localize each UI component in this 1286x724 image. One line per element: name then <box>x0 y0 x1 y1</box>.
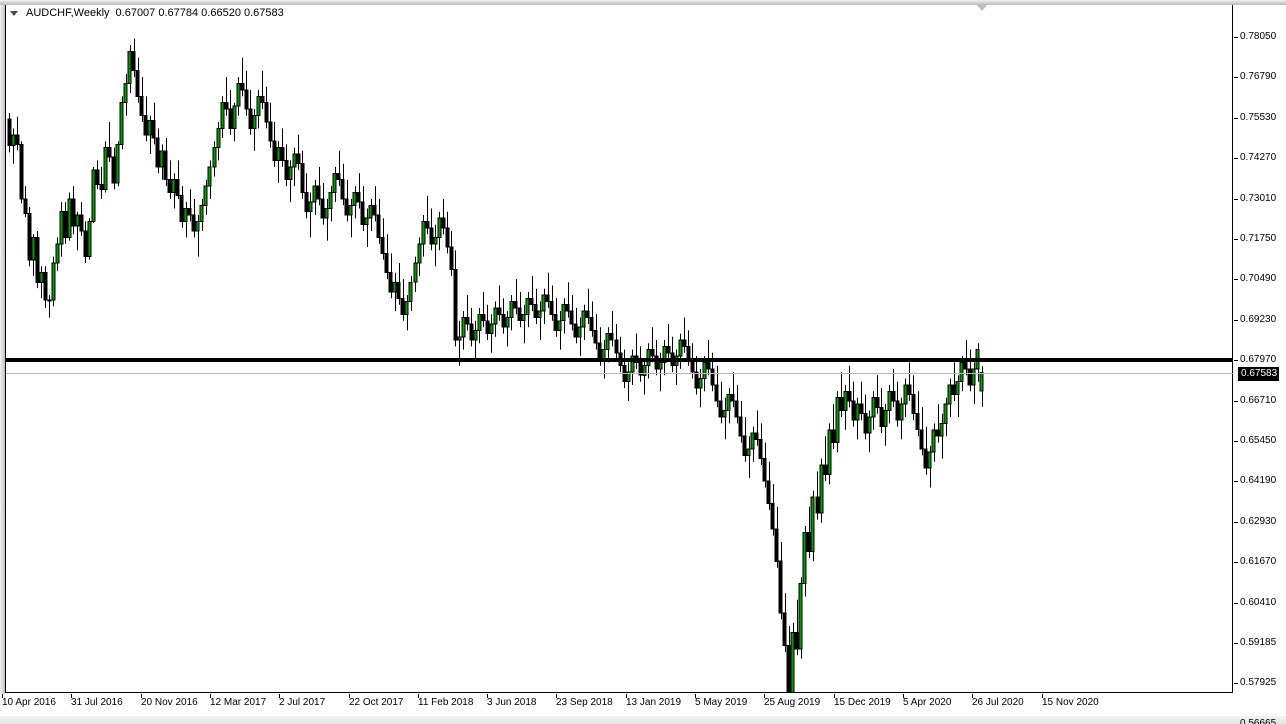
time-tick <box>210 694 211 698</box>
price-axis-label: 0.57925 <box>1240 677 1277 688</box>
price-axis-label: 0.60410 <box>1240 597 1277 608</box>
time-axis[interactable]: 10 Apr 2016 31 Jul 2016 20 Nov 2016 12 Mar … <box>0 694 1286 724</box>
time-axis-label: 25 Aug 2019 <box>764 697 821 708</box>
time-axis-label: 15 Nov 2020 <box>1042 697 1099 708</box>
price-tick <box>1234 279 1238 280</box>
price-axis-label: 0.78050 <box>1240 31 1277 42</box>
time-tick <box>487 694 488 698</box>
time-tick <box>71 694 72 698</box>
time-tick <box>903 694 904 698</box>
chevron-down-icon[interactable] <box>10 10 18 16</box>
symbol-timeframe-label: AUDCHF,Weekly <box>26 7 110 19</box>
price-axis-label: 0.64190 <box>1240 475 1277 486</box>
time-axis-label: 26 Jul 2020 <box>972 697 1024 708</box>
horizontal-scrollbar[interactable] <box>0 0 1286 5</box>
time-axis-label: 13 Jan 2019 <box>626 697 682 708</box>
time-axis-label: 15 Dec 2019 <box>834 697 891 708</box>
time-tick <box>556 694 557 698</box>
chart-header: AUDCHF,Weekly 0.67007 0.67784 0.66520 0.… <box>10 7 284 19</box>
plot-frame <box>5 5 1233 693</box>
time-axis-label: 23 Sep 2018 <box>556 697 613 708</box>
vertical-scrollbar[interactable] <box>0 5 5 695</box>
price-axis-label: 0.56665 <box>1240 718 1277 724</box>
time-axis-label: 2 Jul 2017 <box>279 697 326 708</box>
time-tick <box>418 694 419 698</box>
price-axis-label: 0.73010 <box>1240 193 1277 204</box>
price-tick <box>1234 481 1238 482</box>
time-tick <box>141 694 142 698</box>
price-axis-label: 0.75530 <box>1240 112 1277 123</box>
time-axis-label: 22 Oct 2017 <box>349 697 404 708</box>
price-tick <box>1234 522 1238 523</box>
price-tick <box>1234 441 1238 442</box>
time-axis-label: 3 Jun 2018 <box>487 697 537 708</box>
price-tick <box>1234 158 1238 159</box>
price-axis-label: 0.62930 <box>1240 516 1277 527</box>
time-axis-label: 12 Mar 2017 <box>210 697 267 708</box>
time-tick <box>834 694 835 698</box>
current-price-badge: 0.67583 <box>1238 367 1280 381</box>
time-axis-strip <box>0 716 1286 724</box>
time-tick <box>764 694 765 698</box>
time-axis-label: 5 May 2019 <box>695 697 748 708</box>
price-tick <box>1234 683 1238 684</box>
time-axis-label: 31 Jul 2016 <box>71 697 123 708</box>
bar-marker-triangle <box>975 4 988 11</box>
price-tick <box>1234 77 1238 78</box>
time-tick <box>2 694 3 698</box>
price-tick <box>1234 401 1238 402</box>
price-axis-label: 0.70490 <box>1240 273 1277 284</box>
price-axis-label: 0.67970 <box>1240 354 1277 365</box>
price-tick <box>1234 643 1238 644</box>
ohlc-values-label: 0.67007 0.67784 0.66520 0.67583 <box>115 7 284 19</box>
time-axis-label: 10 Apr 2016 <box>2 697 56 708</box>
price-axis-label: 0.61670 <box>1240 556 1277 567</box>
time-tick <box>972 694 973 698</box>
time-tick <box>626 694 627 698</box>
price-axis-label: 0.76790 <box>1240 71 1277 82</box>
time-tick <box>349 694 350 698</box>
price-axis-label: 0.66710 <box>1240 395 1277 406</box>
time-axis-label: 11 Feb 2018 <box>418 697 474 708</box>
time-tick <box>1042 694 1043 698</box>
horizontal-line[interactable] <box>6 358 1233 363</box>
price-tick <box>1234 320 1238 321</box>
price-tick <box>1234 199 1238 200</box>
price-tick <box>1234 37 1238 38</box>
time-axis-label: 20 Nov 2016 <box>141 697 198 708</box>
price-axis-label: 0.65450 <box>1240 435 1277 446</box>
chart-plot-area[interactable] <box>6 5 1233 692</box>
price-tick <box>1234 118 1238 119</box>
price-tick <box>1234 603 1238 604</box>
price-axis-label: 0.69230 <box>1240 314 1277 325</box>
price-tick <box>1234 562 1238 563</box>
price-axis-label: 0.59185 <box>1240 637 1277 648</box>
time-tick <box>695 694 696 698</box>
price-axis[interactable]: 0.78050 0.76790 0.75530 0.74270 0.73010 0.717… <box>1234 5 1286 724</box>
current-price-line <box>6 372 1233 374</box>
price-tick <box>1234 360 1238 361</box>
price-axis-label: 0.71750 <box>1240 233 1277 244</box>
time-axis-label: 5 Apr 2020 <box>903 697 952 708</box>
time-tick <box>279 694 280 698</box>
price-axis-label: 0.74270 <box>1240 152 1277 163</box>
price-tick <box>1234 239 1238 240</box>
candlestick-series <box>7 38 984 692</box>
